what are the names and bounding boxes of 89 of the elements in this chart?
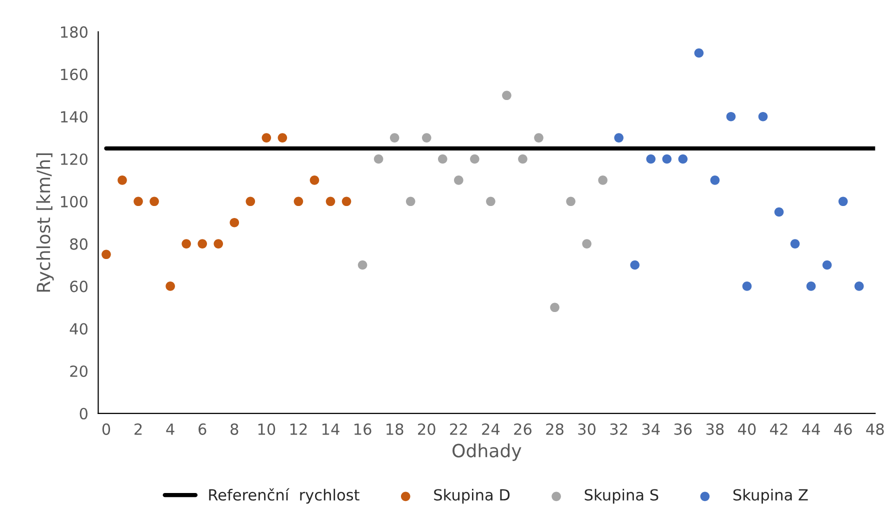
- point: [726, 112, 736, 122]
- x-tick-label: 32: [610, 423, 628, 435]
- point: [326, 196, 336, 206]
- point: [166, 282, 175, 291]
- point: [678, 154, 688, 164]
- point: [454, 176, 464, 185]
- y-tick-label: 140: [61, 111, 88, 123]
- point: [694, 48, 704, 58]
- point: [662, 154, 672, 164]
- x-tick-label: 18: [386, 423, 404, 435]
- legend-label: Referenční rychlost: [209, 488, 360, 504]
- x-tick-label: 28: [546, 423, 564, 435]
- point: [742, 282, 752, 291]
- x-tick-label: 0: [102, 423, 110, 435]
- point: [118, 176, 127, 185]
- point: [262, 133, 272, 142]
- point: [582, 239, 592, 248]
- point: [182, 239, 191, 248]
- x-tick-label: 22: [450, 423, 467, 435]
- y-tick-label: 180: [61, 26, 88, 38]
- y-tick-label: 40: [70, 323, 88, 335]
- point: [342, 196, 352, 206]
- x-tick-label: 34: [642, 423, 660, 435]
- point: [598, 176, 608, 185]
- x-tick-label: 38: [706, 423, 724, 435]
- x-tick-label: 48: [866, 423, 884, 435]
- point: [790, 239, 800, 248]
- x-tick-label: 20: [418, 423, 436, 435]
- y-axis-title: Rychlost [km/h]: [36, 153, 54, 292]
- y-tick-label: 20: [70, 365, 88, 378]
- point: [534, 133, 544, 142]
- x-tick-label: 44: [802, 424, 820, 435]
- point: [774, 207, 784, 217]
- point: [198, 239, 208, 248]
- y-tick-label: 100: [61, 196, 88, 208]
- y-tick-label: 160: [61, 68, 88, 80]
- x-tick-label: 12: [290, 423, 307, 435]
- point: [246, 196, 256, 206]
- x-tick-label: 8: [230, 423, 238, 435]
- x-tick-label: 16: [354, 423, 372, 435]
- point: [102, 250, 111, 260]
- x-tick-label: 40: [738, 423, 756, 435]
- point: [374, 154, 384, 164]
- point: [390, 133, 400, 142]
- point: [310, 176, 320, 185]
- x-tick-label: 24: [482, 423, 500, 435]
- y-tick-label: 80: [70, 238, 88, 250]
- x-tick-label: 30: [578, 423, 596, 435]
- x-tick-label: 2: [134, 423, 142, 435]
- point: [134, 196, 143, 206]
- point: [438, 154, 448, 164]
- x-axis-title: Odhady: [452, 443, 522, 461]
- x-tick-label: 14: [322, 424, 340, 435]
- y-tick-label: 120: [61, 153, 88, 166]
- legend-label: Skupina D: [434, 488, 510, 504]
- point: [646, 154, 656, 164]
- point: [294, 196, 304, 206]
- legend-label: Skupina S: [584, 488, 658, 504]
- point: [422, 133, 432, 142]
- point: [230, 218, 240, 228]
- y-tick-label: 60: [70, 280, 88, 292]
- x-tick-label: 26: [514, 423, 532, 435]
- point: [278, 133, 288, 142]
- point: [614, 133, 624, 142]
- point: [710, 176, 720, 185]
- point: [486, 196, 496, 206]
- point: [630, 260, 640, 270]
- x-tick-label: 46: [834, 423, 852, 435]
- point: [550, 302, 560, 312]
- x-tick-label: 6: [198, 423, 206, 435]
- x-tick-label: 42: [770, 423, 788, 435]
- point: [806, 282, 816, 291]
- point: [470, 154, 480, 164]
- legend-label: Skupina Z: [733, 488, 808, 504]
- x-tick-label: 36: [674, 423, 692, 435]
- point: [822, 260, 832, 270]
- point: [566, 196, 576, 206]
- point: [214, 239, 224, 248]
- y-tick-label: 0: [80, 408, 88, 420]
- x-tick-label: 4: [166, 424, 174, 435]
- point: [838, 196, 848, 206]
- point: [518, 154, 528, 164]
- point: [150, 196, 159, 206]
- point: [854, 282, 864, 291]
- point: [406, 196, 416, 206]
- point: [758, 112, 768, 122]
- x-tick-label: 10: [258, 423, 276, 435]
- point: [358, 260, 368, 270]
- point: [502, 90, 512, 100]
